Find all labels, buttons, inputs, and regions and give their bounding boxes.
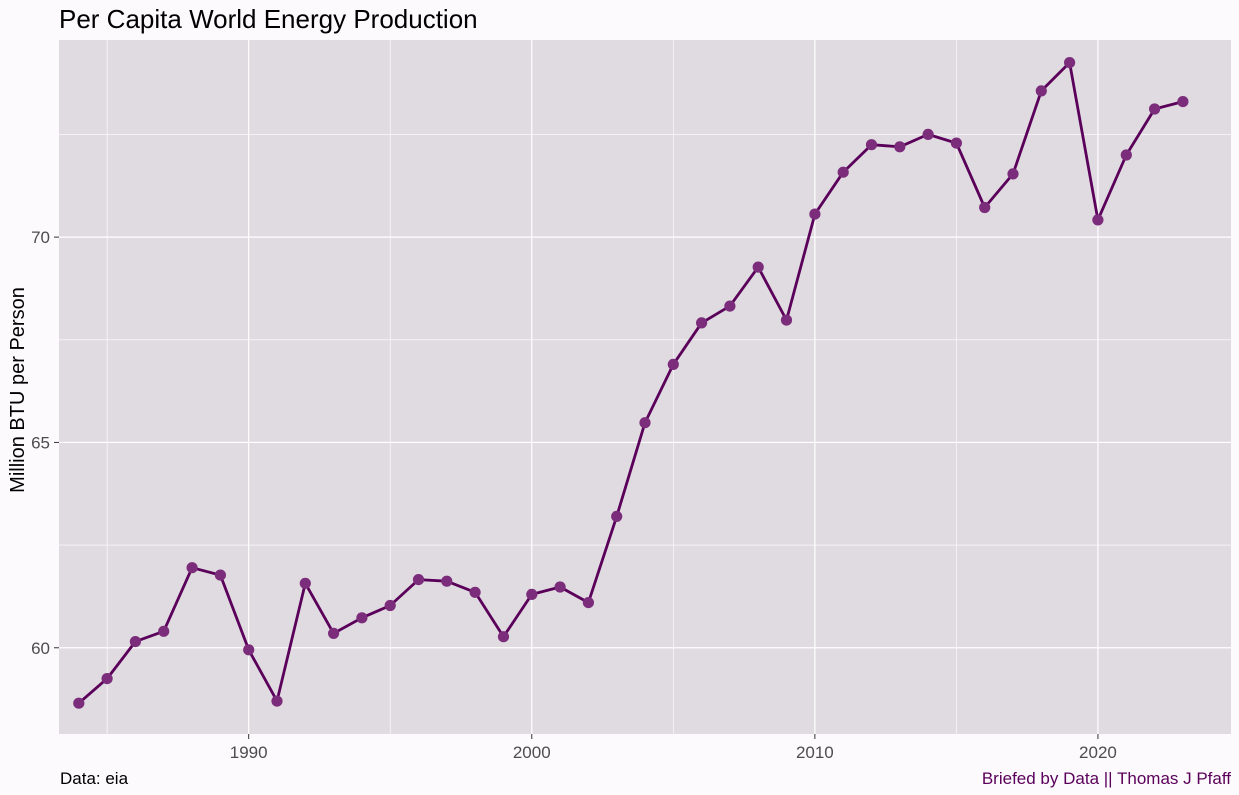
data-point (497, 631, 510, 643)
plot-panel (59, 40, 1231, 734)
y-axis-title: Million BTU per Person (7, 287, 29, 493)
data-point (696, 317, 708, 329)
data-point (1149, 103, 1161, 115)
data-point (186, 562, 198, 574)
chart-title: Per Capita World Energy Production (59, 4, 478, 34)
data-point (837, 166, 849, 178)
data-point (526, 588, 538, 601)
data-point (922, 128, 934, 140)
data-point (809, 208, 821, 220)
credit-caption: Briefed by Data || Thomas J Pfaff (982, 769, 1231, 788)
x-tick-label: 2010 (796, 743, 834, 762)
data-point (441, 575, 453, 587)
data-point (243, 644, 255, 656)
y-tick-label: 65 (31, 433, 50, 452)
data-point (158, 625, 170, 637)
data-point (73, 697, 85, 709)
data-point (1035, 85, 1047, 97)
y-tick-label: 60 (31, 639, 50, 658)
data-point (1007, 168, 1019, 180)
data-point (979, 201, 991, 214)
series-line-group (77, 61, 1184, 705)
data-point (299, 577, 311, 589)
data-point (780, 314, 793, 326)
data-point (667, 358, 679, 370)
data-point (469, 586, 481, 598)
data-point (271, 695, 283, 707)
data-points (73, 57, 1189, 709)
data-point (724, 300, 736, 312)
x-tick-label: 2000 (513, 743, 551, 762)
data-point (1177, 96, 1189, 108)
x-tick-label: 2020 (1079, 743, 1117, 762)
x-tick-label: 1990 (230, 743, 268, 762)
data-point (894, 141, 906, 153)
series-line (77, 61, 1184, 705)
data-point (1064, 57, 1076, 69)
data-point (412, 574, 425, 586)
data-point (554, 581, 566, 593)
data-point (752, 261, 764, 273)
data-point (611, 510, 623, 522)
data-point (1120, 149, 1132, 161)
data-point (328, 627, 340, 640)
data-point (865, 139, 878, 151)
data-point (101, 673, 113, 685)
data-point (214, 569, 226, 581)
data-point (950, 137, 963, 149)
data-point (1092, 214, 1104, 226)
data-point (639, 417, 651, 429)
data-point (384, 599, 396, 612)
source-caption: Data: eia (60, 769, 129, 788)
data-point (356, 612, 368, 624)
y-tick-label: 70 (31, 228, 50, 247)
axis-ticks: 1990 2000 2010 2020 60 65 70 (31, 228, 1117, 762)
grid-lines (59, 40, 1231, 734)
data-point (582, 597, 595, 609)
data-point (129, 636, 141, 648)
